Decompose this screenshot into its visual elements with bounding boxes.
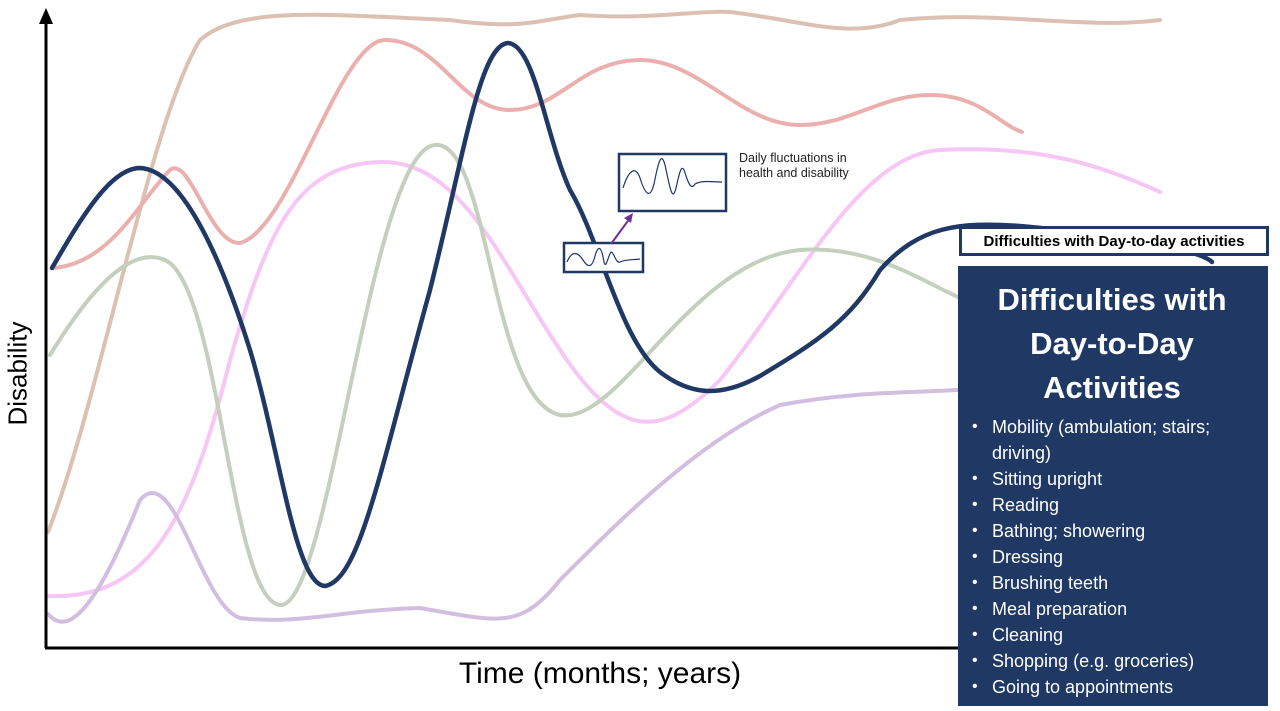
main-disability-curve	[49, 40, 1215, 589]
background-curve-rose	[50, 37, 1024, 270]
background-curve-sage	[48, 142, 960, 608]
fluctuation-note: Daily fluctuations in health and disabil…	[739, 151, 849, 180]
activities-callout-label: Difficulties with Day-to-day activities	[959, 226, 1269, 256]
list-item: Bathing; showering	[970, 518, 1258, 544]
list-item: Going to appointments	[970, 674, 1258, 700]
zoom-arrow	[610, 217, 631, 245]
x-axis-label: Time (months; years)	[458, 657, 742, 690]
fluctuation-box-zoomed	[617, 152, 728, 213]
list-item: Dressing	[970, 544, 1258, 570]
background-curve-lavender	[46, 388, 960, 624]
activities-panel: Difficulties with Day-to-Day Activities …	[958, 266, 1268, 706]
list-item: Reading	[970, 492, 1258, 518]
background-curve-tan	[46, 9, 1162, 534]
fluctuation-wave-small	[566, 247, 641, 267]
list-item: Meal preparation	[970, 596, 1258, 622]
list-item: Shopping (e.g. groceries)	[970, 648, 1258, 674]
activities-list: Mobility (ambulation; stairs; driving) S…	[966, 414, 1258, 700]
panel-title: Difficulties with Day-to-Day Activities	[997, 282, 1227, 405]
fluctuation-wave-zoomed	[622, 158, 723, 195]
fluctuation-box-small	[562, 241, 645, 274]
list-item: Mobility (ambulation; stairs; driving)	[970, 414, 1258, 466]
list-item: Brushing teeth	[970, 570, 1258, 596]
list-item: Cleaning	[970, 622, 1258, 648]
y-axis-arrowhead	[39, 8, 53, 24]
list-item: Sitting upright	[970, 466, 1258, 492]
zoom-arrowhead	[624, 213, 633, 223]
background-curve-pink	[46, 147, 1162, 599]
y-axis-label: Disability	[2, 321, 33, 426]
